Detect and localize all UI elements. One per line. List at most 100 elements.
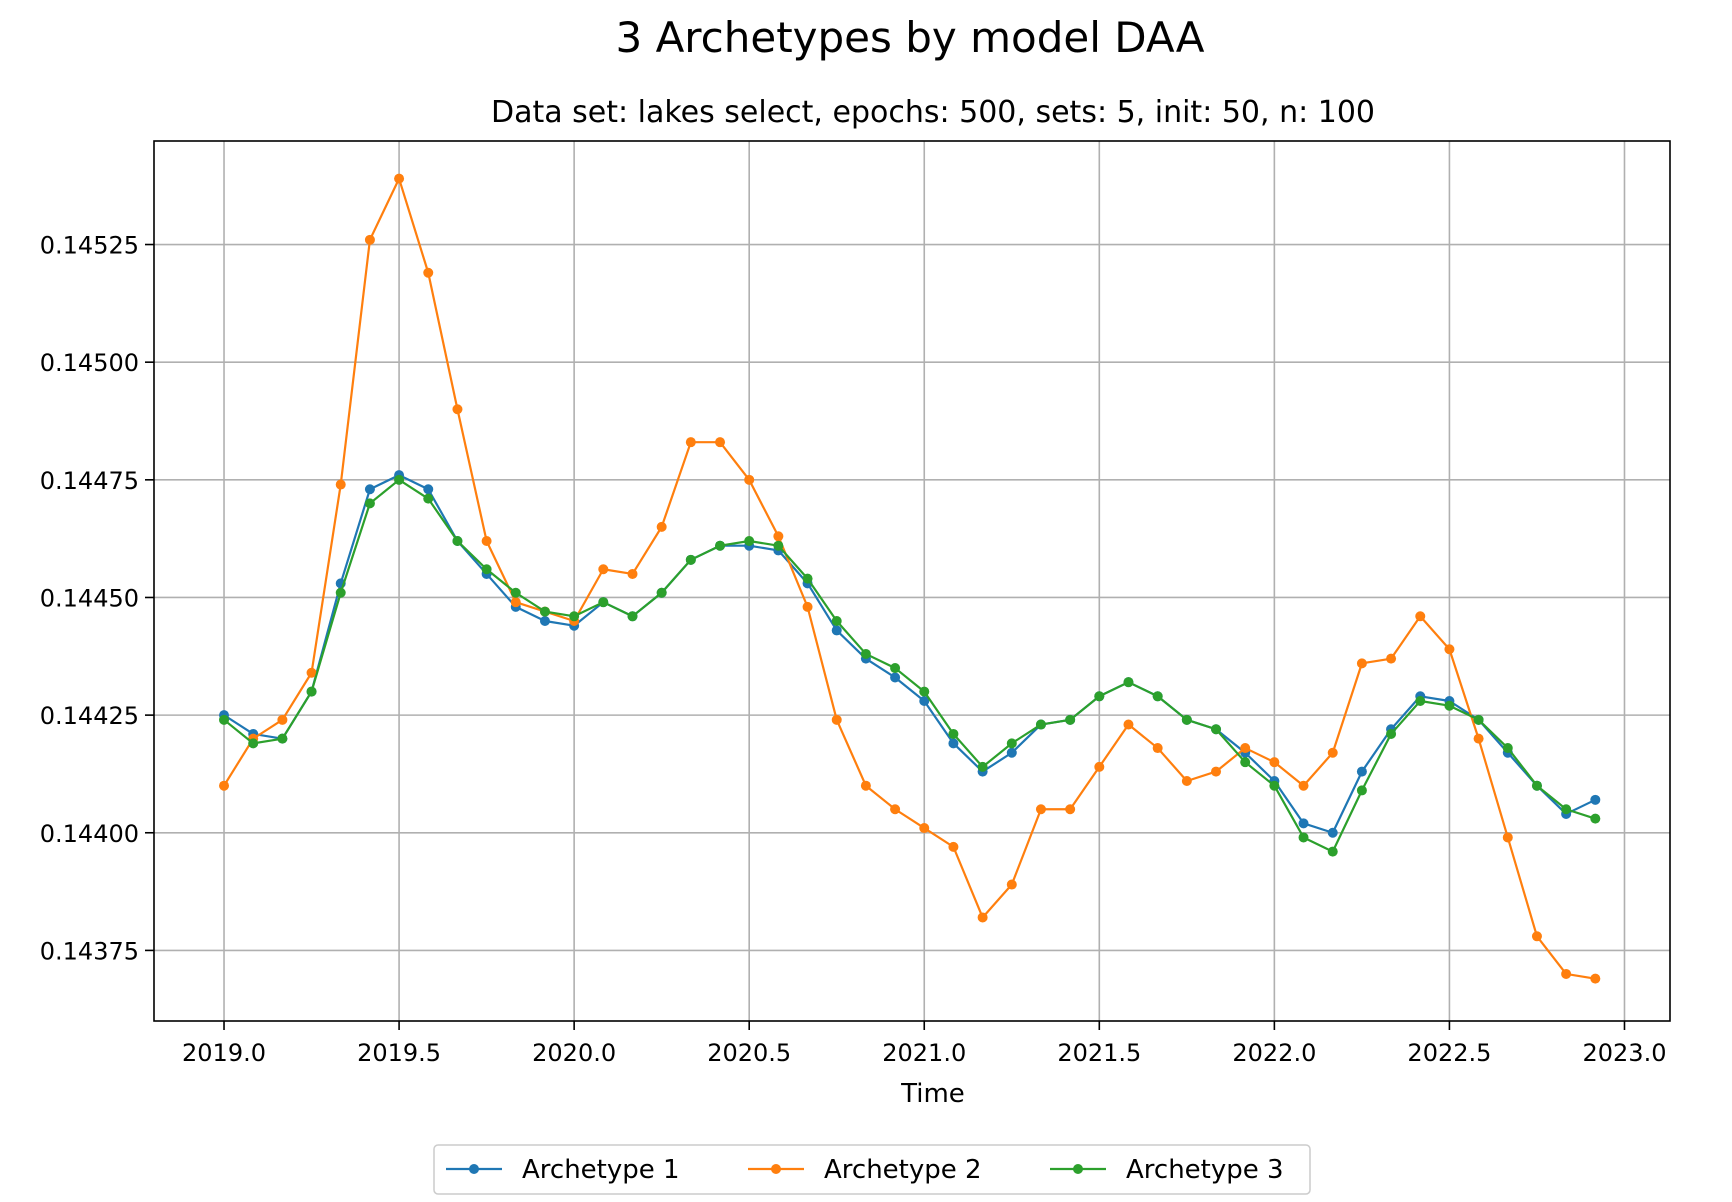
- data-point: [1590, 813, 1601, 824]
- data-point: [1356, 658, 1367, 669]
- data-point: [685, 554, 696, 565]
- data-point: [277, 714, 288, 725]
- data-point: [452, 536, 463, 546]
- data-point: [1211, 766, 1222, 777]
- data-point: [773, 540, 784, 551]
- data-point: [1561, 968, 1572, 979]
- data-point: [539, 606, 550, 617]
- data-point: [948, 841, 959, 852]
- data-point: [1444, 700, 1455, 711]
- data-point: [510, 597, 521, 608]
- legend-marker: [771, 1164, 781, 1174]
- x-axis-label: Time: [900, 1079, 965, 1109]
- data-point: [919, 823, 930, 834]
- data-point: [364, 484, 375, 495]
- data-point: [481, 536, 492, 546]
- data-point: [1123, 677, 1134, 688]
- data-point: [685, 437, 696, 448]
- data-point: [452, 404, 463, 415]
- legend-item-archetype-3: Archetype 3: [1050, 1155, 1284, 1185]
- data-point: [598, 564, 609, 575]
- data-point: [1181, 776, 1192, 786]
- y-tick-label: 0.14450: [40, 584, 139, 612]
- data-point: [1240, 743, 1251, 754]
- data-point: [1502, 832, 1513, 843]
- data-point: [1531, 931, 1542, 942]
- x-tick-label: 2023.0: [1582, 1039, 1666, 1067]
- data-point: [1356, 785, 1367, 796]
- data-point: [715, 437, 726, 448]
- data-point: [1035, 804, 1046, 815]
- data-point: [1006, 738, 1017, 749]
- data-point: [335, 479, 346, 490]
- y-tick-label: 0.14475: [40, 467, 139, 495]
- data-point: [364, 498, 375, 509]
- data-point: [423, 267, 434, 278]
- y-tick-label: 0.14400: [40, 820, 139, 848]
- data-point: [1094, 691, 1105, 702]
- x-tick-label: 2021.0: [882, 1039, 966, 1067]
- data-point: [1444, 644, 1455, 655]
- data-point: [248, 738, 259, 749]
- data-point: [948, 728, 959, 739]
- chart-subtitle: Data set: lakes select, epochs: 500, set…: [491, 95, 1375, 130]
- data-point: [306, 686, 317, 697]
- data-point: [364, 234, 375, 245]
- data-point: [831, 714, 842, 725]
- data-point: [977, 761, 988, 772]
- data-point: [1065, 714, 1076, 725]
- data-point: [306, 667, 317, 678]
- data-point: [1531, 780, 1542, 791]
- legend-frame: [433, 1144, 1311, 1195]
- x-tick-label: 2020.5: [707, 1039, 791, 1067]
- data-point: [627, 568, 638, 579]
- legend-marker: [1073, 1164, 1083, 1174]
- data-point: [1473, 733, 1484, 744]
- data-point: [1123, 719, 1134, 730]
- data-point: [1356, 766, 1367, 777]
- data-point: [598, 597, 609, 608]
- data-point: [919, 686, 930, 697]
- data-point: [569, 611, 580, 622]
- data-point: [744, 474, 755, 485]
- data-point: [1502, 743, 1513, 754]
- legend-label: Archetype 3: [1126, 1155, 1284, 1185]
- data-point: [394, 474, 405, 485]
- data-point: [1590, 794, 1601, 805]
- x-tick-label: 2019.5: [357, 1039, 441, 1067]
- data-point: [423, 493, 434, 504]
- data-point: [1590, 973, 1601, 984]
- data-point: [335, 587, 346, 598]
- data-point: [1269, 780, 1280, 791]
- data-point: [860, 780, 871, 791]
- data-point: [656, 521, 667, 532]
- data-point: [1240, 757, 1251, 768]
- x-tick-label: 2021.5: [1057, 1039, 1141, 1067]
- data-point: [744, 536, 755, 546]
- data-point: [948, 738, 959, 749]
- data-point: [831, 625, 842, 636]
- data-point: [890, 663, 901, 674]
- data-point: [715, 540, 726, 551]
- legend-marker: [469, 1164, 479, 1174]
- data-point: [773, 531, 784, 542]
- data-point: [219, 780, 230, 791]
- data-point: [394, 173, 405, 184]
- data-point: [831, 616, 842, 626]
- y-tick-label: 0.14375: [40, 937, 139, 965]
- y-tick-label: 0.14525: [40, 232, 139, 260]
- data-point: [1269, 757, 1280, 768]
- legend-label: Archetype 1: [522, 1155, 680, 1185]
- data-point: [1181, 714, 1192, 725]
- data-point: [1561, 804, 1572, 815]
- data-point: [977, 912, 988, 923]
- data-point: [539, 616, 550, 626]
- data-point: [1006, 747, 1017, 758]
- x-tick-label: 2022.5: [1407, 1039, 1491, 1067]
- data-point: [1298, 818, 1309, 829]
- data-point: [802, 601, 813, 612]
- data-point: [1152, 691, 1163, 702]
- legend: Archetype 1 Archetype 2 Archetype 3: [433, 1144, 1311, 1195]
- data-point: [1211, 724, 1222, 735]
